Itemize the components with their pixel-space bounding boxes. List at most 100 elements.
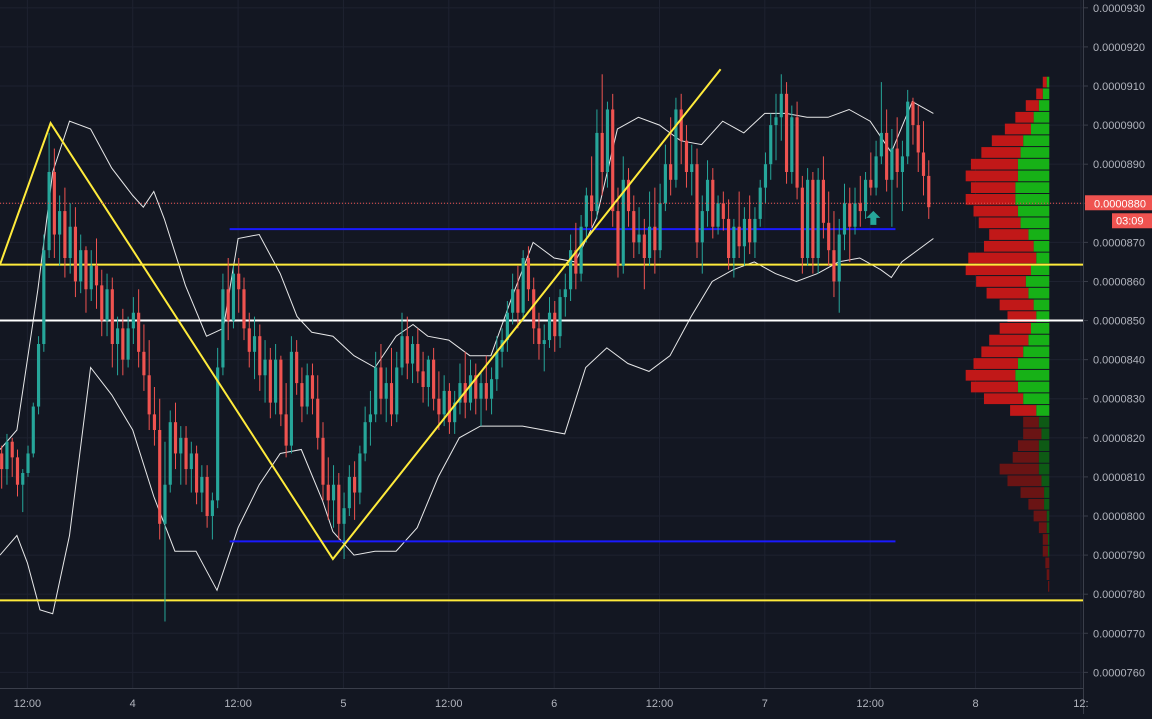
candle-body [516,289,520,313]
volume-profile-bar-down [999,299,1034,311]
candle-body [837,234,841,282]
volume-profile-bar-down [1020,487,1045,498]
candle-body [189,453,193,470]
volume-profile-bar-up [1033,240,1050,252]
candle-body [26,453,30,473]
candle-body [700,211,704,243]
candle-body [36,344,41,407]
candle-body [479,383,483,399]
candle-body [195,453,199,493]
volume-profile-bar-down [1033,510,1047,522]
candle-body [316,398,320,438]
candle-body [563,289,567,298]
candle-body [758,187,762,219]
candle-body [674,109,678,180]
zigzag-pattern-line [0,68,722,561]
price-tick-label: 0.0000920 [1093,42,1145,54]
candle-body [690,164,694,172]
candle-body [684,140,689,172]
candle-body [795,117,799,188]
candle-body [716,203,720,227]
candle-body [389,383,394,415]
candle-body [632,211,636,243]
candle-body [853,203,857,227]
volume-profile-bar-up [1023,393,1050,405]
countdown-label: 03:09 [1116,215,1144,227]
candle-body [331,484,336,501]
candle-body [42,250,46,344]
candle-body [405,336,409,364]
volume-profile-bar-down [991,135,1024,147]
candle-body [237,273,241,290]
candle-body [885,132,889,180]
price-tick-label: 0.0000830 [1093,394,1145,406]
candle-body [374,367,378,415]
candle-body [84,250,88,290]
candle-body [906,101,910,157]
time-tick-label: 6 [551,698,557,710]
candle-body [821,179,825,223]
volume-profile-bar-down [965,170,1018,182]
candle-body [727,218,731,258]
candle-body [432,359,436,399]
candle-body [468,375,473,403]
time-tick-label: 12:00 [856,698,884,710]
time-tick-label: 12: [1073,698,1088,710]
price-tick-label: 0.0000910 [1093,81,1145,93]
volume-profile-bar-up [1015,369,1050,381]
arrow-up-icon [866,210,881,225]
candle-body [605,109,610,172]
candle-body [642,234,646,258]
time-tick-label: 12:00 [14,698,42,710]
volume-profile-bar-up [1017,358,1050,369]
volume-profile-bar-down [1004,123,1031,135]
horizontal-lines[interactable] [0,228,1083,602]
candle-body [489,379,494,399]
price-axis[interactable]: 0.0000930 0.0000920 0.0000910 0.0000900 0.00… [1083,0,1152,714]
candle-body [547,312,552,341]
volume-profile-bar-down [1023,416,1039,428]
candle-body [426,359,430,387]
candle-body [395,367,399,415]
volume-profile-bar-down [1023,428,1042,440]
bollinger-bands [0,100,934,615]
volume-profile-bar-up [1038,452,1050,463]
candle-body [869,179,873,188]
volume-profile-bar-down [983,393,1024,405]
candle-body [337,484,341,524]
price-tick-label: 0.0000790 [1093,550,1145,562]
candle-body [205,476,209,516]
candle-body [47,172,51,251]
candle-body [68,226,72,258]
time-axis[interactable]: 12:00 4 12:00 5 12:00 6 12:00 7 12:00 8 12: [0,688,1089,711]
candle-body [300,383,304,407]
price-tick-label: 0.0000760 [1093,667,1145,679]
candle-body [247,328,251,352]
candle-body [147,375,151,415]
volume-profile-bar-down [1042,76,1047,88]
volume-profile-bar-up [1030,264,1050,276]
volume-profile-bar-up [1038,416,1050,428]
volume-profile-bar-down [999,323,1031,334]
candle-body [126,328,130,360]
price-tick-label: 0.0000840 [1093,355,1145,367]
candle-body [705,179,710,212]
bollinger-band-lower [0,238,934,615]
candle-body [679,109,683,141]
time-tick-label: 12:00 [224,698,252,710]
candle-body [15,457,20,485]
volume-profile-bar-up [1042,88,1050,100]
volume-profile-bar-down [970,381,1018,393]
pattern-drawing[interactable] [0,68,722,561]
volume-profile-bar-up [1028,229,1050,240]
candle-body [100,285,104,321]
last-price-box [1085,195,1152,211]
candle-body [669,164,673,180]
volume-profile-bar-up [1030,123,1050,135]
candle-body [737,226,741,247]
candle-body [226,289,230,321]
candle-body [89,265,93,290]
candle-body [495,351,499,380]
